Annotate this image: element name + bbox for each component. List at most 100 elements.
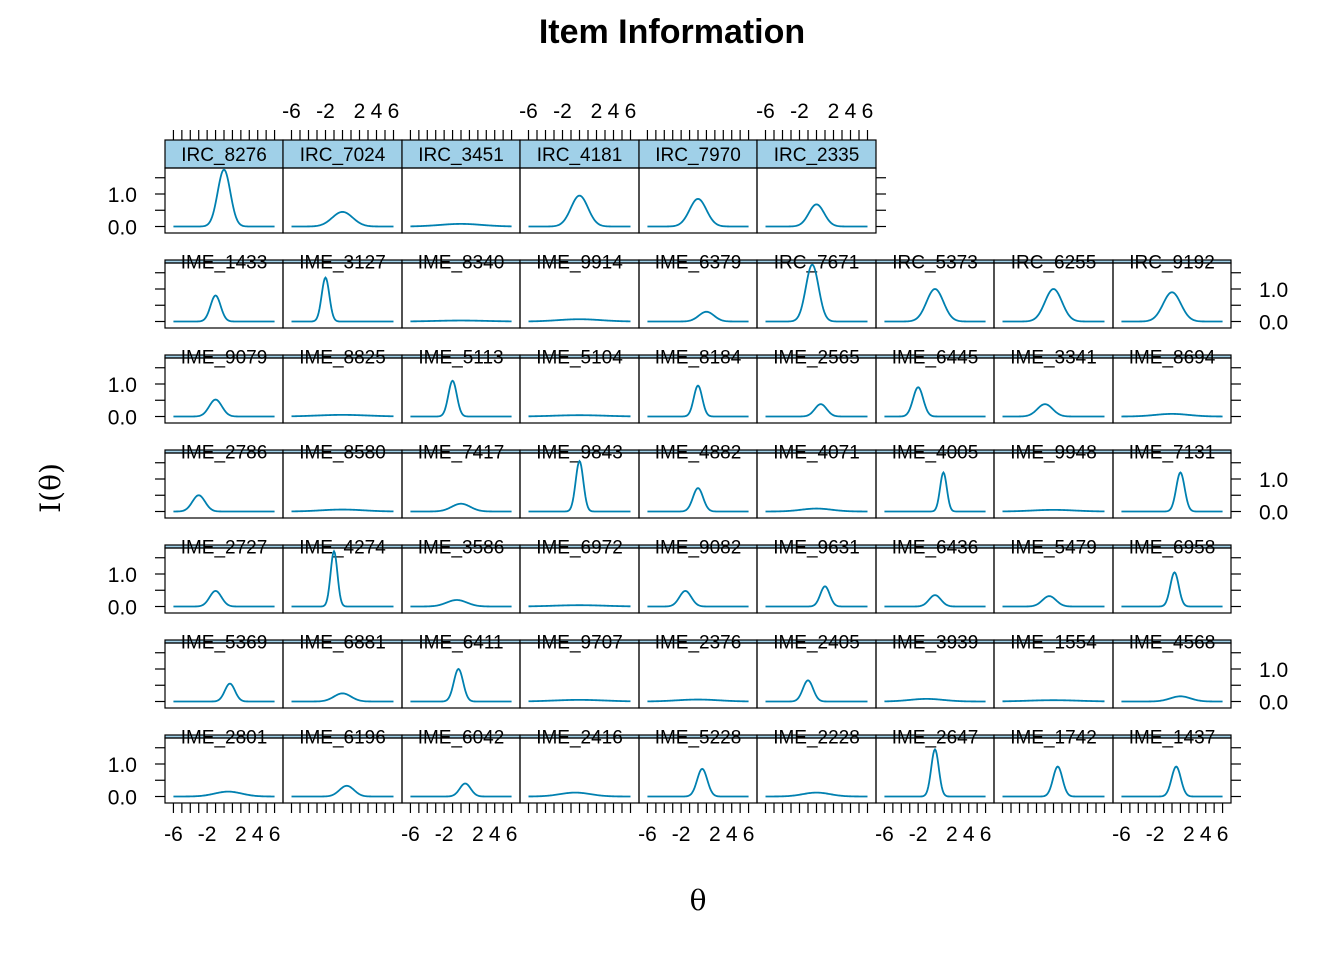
panel-ime-2801: IME_2801 [164,728,284,804]
panel-ime-9843: IME_9843 [519,443,640,519]
x-tick-label: -2 [435,823,454,846]
information-curve [173,682,275,703]
x-tick-label: -6 [1112,823,1131,846]
information-curve [647,698,749,703]
panel-ime-6972: IME_6972 [519,538,640,614]
panel-ime-6881: IME_6881 [282,633,403,709]
x-tick-label: 2 [472,823,484,846]
y-tick-label: 0.0 [1259,312,1288,335]
x-tick-label: -2 [553,100,572,123]
information-curve [291,549,394,608]
x-tick-label: 4 [963,823,975,846]
information-curve [410,599,512,608]
panel-ime-5479: IME_5479 [993,538,1114,614]
x-tick-label: -2 [198,823,217,846]
x-tick-label: -6 [519,100,538,123]
x-tick-label: -6 [638,823,657,846]
information-curve [291,413,394,418]
information-curve [1002,765,1105,798]
panel-frame [519,167,640,234]
panel-ime-9082: IME_9082 [638,538,758,614]
x-axis-label: θ [690,884,707,917]
x-tick-label: 2 [235,823,247,846]
x-tick-label: -6 [756,100,775,123]
information-curve [173,589,275,608]
panel-ime-2647: IME_2647 [875,728,995,804]
panel-ime-1437: IME_1437 [1112,728,1232,804]
information-curve [765,203,868,228]
information-curve [884,698,986,703]
panel-ime-8825: IME_8825 [282,348,403,424]
panel-frame [1112,452,1232,519]
information-curve [1121,571,1223,608]
panel-ime-9631: IME_9631 [756,538,877,614]
x-tick-label: 2 [591,100,603,123]
panel-frame [756,167,877,234]
information-curve [291,784,394,798]
panel-ime-2786: IME_2786 [164,443,284,519]
y-axis-label: I(θ) [34,463,67,513]
panel-frame [638,167,758,234]
x-tick-label: 6 [980,823,992,846]
panel-strip-label: IRC_7970 [655,145,741,166]
panel-ime-6196: IME_6196 [282,728,403,804]
y-tick-label: 1.0 [1259,279,1288,302]
information-curve [765,585,868,608]
x-tick-label: 6 [625,100,637,123]
information-curve [647,589,749,608]
y-tick-label: 1.0 [108,184,137,207]
panel-frame [1112,547,1232,614]
information-curve [410,502,512,513]
x-tick-label: 4 [845,100,857,123]
panel-ime-6436: IME_6436 [875,538,995,614]
x-tick-label: -2 [790,100,809,123]
panel-irc-7970: IRC_7970 [638,139,758,234]
information-curve [291,692,394,703]
panel-ime-8340: IME_8340 [401,253,521,329]
information-curve [884,386,986,418]
chart-title: Item Information [539,13,805,51]
panel-ime-6445: IME_6445 [875,348,995,424]
information-curve [173,168,275,228]
panel-frame [1112,357,1232,424]
panel-ime-2405: IME_2405 [756,633,877,709]
panel-ime-5104: IME_5104 [519,348,640,424]
information-curve [1002,595,1105,608]
y-tick-label: 0.0 [108,407,137,430]
panel-ime-8694: IME_8694 [1112,348,1232,424]
information-curve [1121,695,1223,703]
information-curve [1002,699,1105,703]
panel-ime-2376: IME_2376 [638,633,758,709]
panel-ime-1554: IME_1554 [993,633,1114,709]
panel-ime-4005: IME_4005 [875,443,995,519]
y-tick-label: 1.0 [108,564,137,587]
panel-irc-3451: IRC_3451 [401,139,521,234]
information-curve [765,679,868,703]
x-tick-label: 6 [1217,823,1229,846]
panel-ime-9948: IME_9948 [993,443,1114,519]
information-curve [291,276,394,323]
panel-ime-4568: IME_4568 [1112,633,1232,709]
x-tick-label: -2 [672,823,691,846]
axes: 0.0 1.0 0.0 1.0 0.0 1.0 0.0 1.0 0.0 1.0 0.0 1.0 0.0 1… [108,100,1288,846]
panel-irc-2335: IRC_2335 [756,139,877,234]
x-tick-label: -2 [1146,823,1165,846]
panel-strip-label: IRC_2335 [774,145,860,166]
information-curve [1002,288,1105,323]
panel-ime-2416: IME_2416 [519,728,640,804]
information-curve [528,698,631,703]
y-tick-label: 0.0 [1259,692,1288,715]
panel-ime-9914: IME_9914 [519,253,640,329]
information-curve [1121,413,1223,418]
information-curve [528,459,631,513]
x-tick-label: 4 [608,100,620,123]
panel-irc-4181: IRC_4181 [519,139,640,234]
information-curve [173,398,275,418]
panel-ime-2565: IME_2565 [756,348,877,424]
information-curve [884,747,986,798]
x-tick-label: 2 [709,823,721,846]
information-curve [1121,291,1223,323]
y-tick-label: 1.0 [1259,659,1288,682]
x-tick-label: 4 [252,823,264,846]
